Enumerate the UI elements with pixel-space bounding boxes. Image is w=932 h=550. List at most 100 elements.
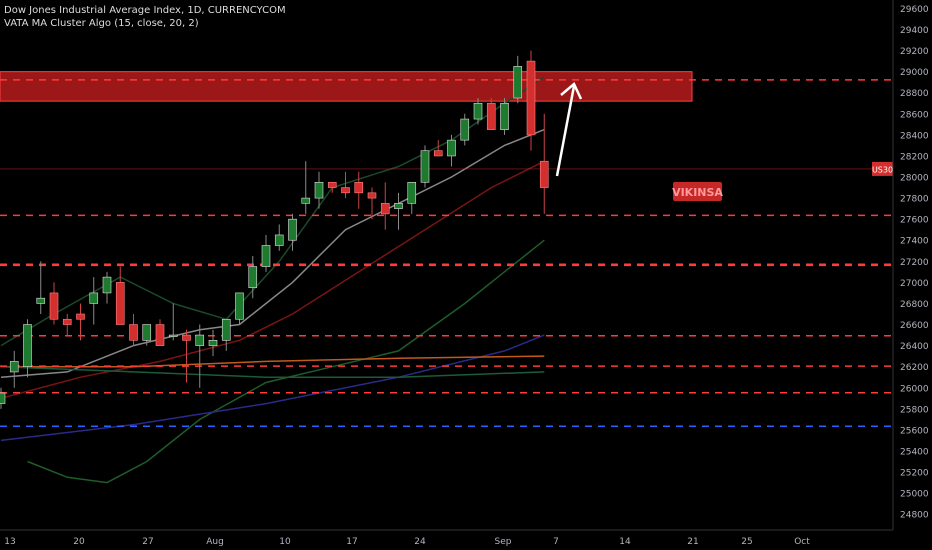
symbol-tag-label: US30 — [872, 165, 893, 174]
price-axis: 29600 29400 29200 29000 28800 28600 28400 28200… — [892, 0, 932, 550]
candle-body — [433, 150, 443, 157]
indicator-name: VATA MA Cluster Algo (15, close, 20, 2) — [4, 18, 199, 29]
candle-body — [288, 218, 297, 241]
ma-line — [27, 239, 545, 484]
time-tick-label: 10 — [279, 537, 291, 547]
price-tick-label: 27800 — [900, 195, 929, 205]
candle-body — [407, 181, 417, 204]
candle-body — [0, 392, 6, 404]
time-tick-label: 17 — [346, 537, 357, 547]
price-tick-label: 25000 — [900, 490, 929, 500]
candle-body — [155, 324, 165, 346]
candle-body — [447, 139, 456, 157]
ma-line — [1, 355, 545, 368]
candle-body — [102, 276, 112, 294]
candle-body — [513, 66, 523, 99]
candle-body — [539, 160, 549, 188]
price-axis-bg — [893, 0, 932, 550]
candle-body — [9, 361, 19, 373]
time-tick-label: 25 — [741, 537, 752, 547]
price-tick-label: 28000 — [900, 174, 929, 184]
ma-cluster-lines — [0, 76, 545, 484]
time-tick-label: 13 — [4, 537, 15, 547]
price-tick-label: 27200 — [900, 258, 929, 268]
candle-body — [76, 313, 85, 320]
candle-body — [142, 324, 152, 341]
ma-line — [0, 365, 545, 378]
time-tick-label: 14 — [619, 537, 631, 547]
price-tick-label: 25400 — [900, 447, 929, 457]
candle-body — [208, 340, 218, 346]
candle-body — [367, 192, 377, 199]
candle-body — [486, 102, 496, 130]
candle-body — [248, 266, 258, 288]
price-tick-label: 27000 — [900, 279, 929, 289]
price-tick-label: 28200 — [900, 152, 929, 162]
price-tick-label: 26400 — [900, 342, 929, 352]
candle-body — [62, 318, 72, 325]
candles — [0, 50, 549, 409]
resistance-zone-rect — [0, 71, 693, 102]
price-tick-label: 26000 — [900, 384, 929, 394]
price-tick-label: 29000 — [900, 68, 929, 78]
price-tick-label: 28400 — [900, 131, 929, 141]
time-tick-label: Sep — [495, 537, 512, 547]
candle-body — [89, 292, 99, 304]
price-tick-label: 26600 — [900, 321, 929, 331]
candle-body — [354, 181, 364, 194]
time-tick-label: 21 — [687, 537, 698, 547]
resistance-zone — [0, 71, 693, 102]
price-tick-label: 24800 — [900, 511, 929, 521]
ma-line — [0, 76, 545, 347]
time-tick-label: Oct — [794, 537, 810, 547]
chart-legend: Dow Jones Industrial Average Index, 1D, … — [4, 4, 286, 30]
candle-body — [394, 203, 403, 209]
candle-body — [182, 334, 191, 341]
price-tick-label: 29200 — [900, 47, 929, 57]
candle-body — [195, 334, 205, 346]
time-tick-label: 27 — [142, 537, 153, 547]
candle-body — [327, 181, 337, 188]
annotations: VIKINSA — [555, 81, 723, 201]
price-tick-label: 25800 — [900, 405, 929, 415]
time-tick-label: 7 — [553, 537, 559, 547]
candle-body — [420, 150, 430, 183]
candle-body — [314, 181, 324, 199]
candle-body — [235, 292, 244, 320]
candle-body — [129, 324, 138, 341]
candle-body — [460, 118, 470, 141]
price-tick-label: 25200 — [900, 469, 929, 479]
up-arrow-head — [560, 81, 583, 100]
candle-body — [301, 197, 311, 204]
time-tick-label: 20 — [73, 537, 85, 547]
candle-body — [115, 282, 125, 325]
ma-line — [0, 160, 545, 400]
candle-body — [341, 187, 350, 194]
candle-body — [261, 245, 271, 267]
symbol-tag — [872, 161, 893, 176]
candle-body — [274, 234, 284, 246]
price-tick-label: 27400 — [900, 237, 929, 247]
candle-body — [473, 102, 483, 120]
candle-body — [49, 292, 59, 320]
candle-body — [36, 297, 46, 304]
price-tick-label: 25600 — [900, 426, 929, 436]
symbol-title: Dow Jones Industrial Average Index, 1D, … — [4, 5, 286, 16]
time-tick-label: 24 — [414, 537, 426, 547]
price-tick-label: 29600 — [900, 5, 929, 15]
price-tick-label: 28800 — [900, 89, 929, 99]
watermark-badge — [673, 182, 722, 201]
up-arrow-shaft — [555, 85, 576, 177]
time-axis: 13 20 27 Aug 10 17 24 Sep 7 14 21 25 Oct — [0, 529, 893, 547]
price-tick-label: 26800 — [900, 300, 929, 310]
price-tick-label: 27600 — [900, 216, 929, 226]
candle-body — [500, 102, 509, 130]
candle-body — [380, 203, 390, 215]
time-tick-label: Aug — [206, 537, 224, 547]
ma-line — [0, 334, 545, 442]
candle-body — [526, 60, 536, 136]
candle-body — [168, 334, 178, 337]
candle-body — [221, 318, 231, 341]
price-tick-label: 29400 — [900, 26, 929, 36]
